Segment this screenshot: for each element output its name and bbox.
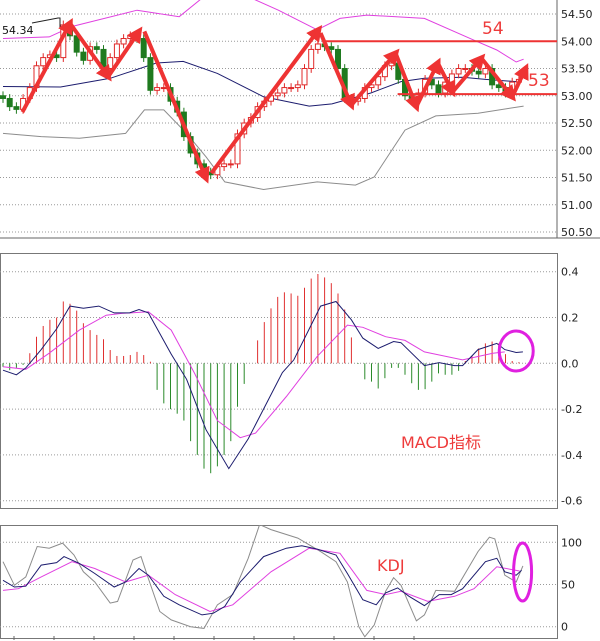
trend-arrow: [318, 32, 355, 111]
trend-arrow: [68, 22, 112, 82]
macd-tick-label: -0.2: [561, 403, 582, 416]
bullish-candle: [227, 163, 234, 166]
macd-tick-label: 0.0: [561, 357, 579, 370]
trend-arrow: [451, 53, 486, 94]
bearish-candle: [93, 46, 100, 50]
macd-frame: [0, 253, 558, 509]
price-tick-label: 53.50: [561, 63, 593, 76]
kdj-tick-label: 50: [561, 579, 575, 592]
bullish-candle: [107, 57, 114, 69]
bullish-candle: [234, 133, 241, 165]
bullish-candle: [221, 163, 228, 168]
bearish-candle: [140, 38, 147, 59]
bullish-candle: [308, 48, 315, 69]
trend-arrow: [106, 26, 143, 78]
bullish-candle: [281, 87, 288, 94]
bearish-candle: [80, 51, 87, 61]
macd-title: MACD指标: [401, 433, 481, 452]
price-plot: 54.34: [0, 0, 557, 191]
trend-arrow: [414, 57, 441, 108]
trend-arrow: [20, 17, 73, 114]
upper-bollinger-band: [2, 0, 524, 63]
price-tick-label: 51.50: [561, 172, 593, 185]
price-tick-label: 52.00: [561, 144, 593, 157]
price-label: 54.34: [2, 24, 34, 37]
bullish-candle: [314, 43, 321, 50]
price-tick-label: 52.50: [561, 117, 593, 130]
level-label-53: 53: [528, 71, 550, 91]
trend-arrow: [479, 56, 516, 102]
trend-arrow: [209, 25, 323, 175]
price-tick-label: 53.00: [561, 90, 593, 103]
trend-arrow: [349, 48, 400, 107]
macd-panel: 0.4 0.2 0.0 -0.2 -0.4 -0.6 MACD指标: [0, 253, 582, 509]
bullish-candle: [455, 68, 462, 75]
trend-arrow: [510, 63, 529, 98]
bearish-candle: [475, 70, 482, 75]
trend-arrow: [142, 30, 210, 184]
price-tick-label: 54.50: [561, 8, 593, 21]
price-tick-label: 51.00: [561, 199, 593, 212]
bullish-candle: [301, 68, 308, 86]
bearish-candle: [435, 84, 442, 94]
macd-tick-label: -0.6: [561, 495, 582, 508]
price-panel: 54.50 54.00 53.50 53.00 52.50 52.00 51.50 51.00…: [0, 0, 600, 239]
kdj-panel: 100 50 0 KDJ: [0, 525, 582, 640]
bullish-candle: [462, 68, 469, 70]
kdj-plot: [2, 525, 524, 638]
trend-arrow: [393, 52, 421, 113]
price-label-leader: [31, 17, 61, 28]
bullish-candle: [120, 38, 127, 45]
bullish-candle: [294, 84, 301, 89]
bearish-candle: [147, 57, 154, 91]
bearish-candle: [335, 48, 341, 69]
macd-tick-label: 0.2: [561, 312, 579, 325]
kdj-frame: [0, 525, 558, 639]
kdj-highlight-ellipse: [512, 541, 534, 603]
bearish-candle: [6, 97, 13, 108]
kdj-d-line: [2, 547, 520, 613]
level-label-54: 54: [482, 19, 504, 39]
price-tick-label: 54.00: [561, 35, 593, 48]
macd-dea-line: [2, 311, 505, 439]
bullish-candle: [113, 43, 120, 59]
bullish-candle: [154, 87, 161, 91]
bullish-candle: [482, 68, 489, 75]
kdj-tick-label: 100: [561, 536, 582, 549]
bearish-candle: [0, 95, 6, 99]
kdj-title: KDJ: [377, 556, 405, 575]
kdj-j-line: [2, 525, 524, 638]
trend-arrow: [436, 62, 456, 98]
kdj-tick-label: 0: [561, 621, 568, 634]
bearish-candle: [13, 106, 20, 110]
bullish-candle: [160, 87, 167, 90]
price-tick-label: 50.50: [561, 226, 593, 239]
bullish-candle: [388, 62, 395, 67]
macd-dif-line: [2, 300, 523, 470]
kdj-k-line: [2, 545, 522, 616]
bullish-candle: [40, 57, 47, 67]
bullish-candle: [288, 87, 295, 90]
bullish-candle: [274, 92, 281, 97]
bullish-candle: [448, 73, 455, 83]
macd-highlight-circle: [497, 329, 535, 373]
lower-bollinger-band: [2, 105, 524, 191]
macd-tick-label: 0.4: [561, 266, 579, 279]
macd-tick-label: -0.4: [561, 449, 582, 462]
